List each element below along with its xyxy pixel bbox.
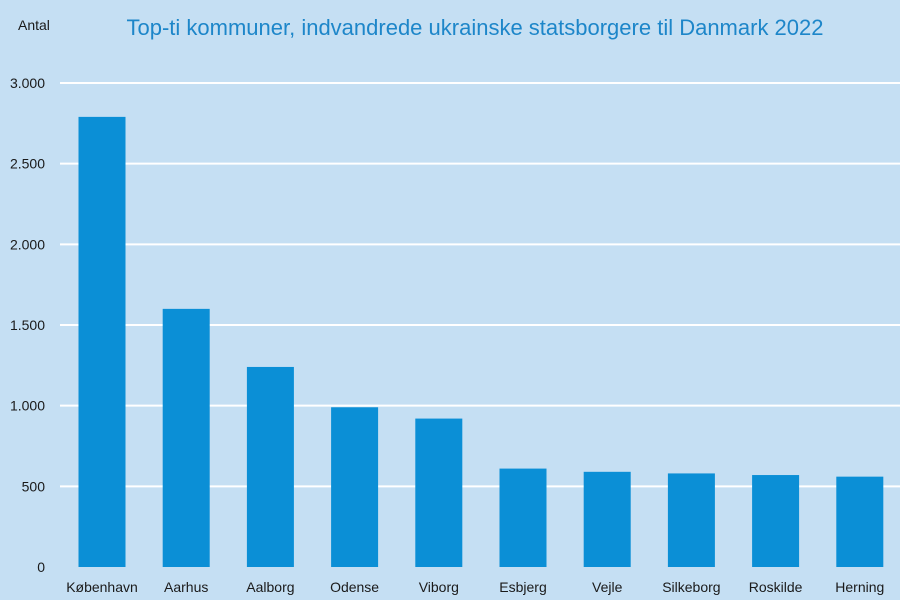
y-tick-label: 2.500: [10, 156, 45, 172]
x-tick-label: Odense: [330, 579, 379, 595]
y-tick-label: 500: [22, 478, 46, 494]
x-tick-label: Aarhus: [164, 579, 208, 595]
x-tick-label: Roskilde: [749, 579, 803, 595]
y-tick-label: 1.500: [10, 317, 45, 333]
x-tick-label: Aalborg: [246, 579, 294, 595]
chart-title: Top-ti kommuner, indvandrede ukrainske s…: [126, 15, 823, 40]
bar-odense: [331, 407, 379, 567]
x-axis-ticks: København Aarhus Aalborg Odense Viborg Esbjer…: [66, 579, 884, 595]
x-tick-label: Esbjerg: [499, 579, 546, 595]
bar-silkeborg: [667, 473, 715, 567]
y-tick-label: 0: [37, 559, 45, 575]
bar-aalborg: [246, 366, 294, 567]
y-axis-ticks: 0 500 1.000 1.500 2.000 2.500 3.000: [10, 75, 45, 575]
y-tick-label: 3.000: [10, 75, 45, 91]
x-tick-label: Herning: [835, 579, 884, 595]
bars: [78, 116, 884, 567]
y-tick-label: 1.000: [10, 398, 45, 414]
bar-københavn: [78, 116, 126, 567]
bar-esbjerg: [499, 468, 547, 567]
x-tick-label: Viborg: [419, 579, 459, 595]
bar-roskilde: [752, 475, 800, 567]
bar-viborg: [415, 418, 463, 567]
y-tick-label: 2.000: [10, 236, 45, 252]
bar-vejle: [583, 471, 631, 567]
y-axis-label: Antal: [18, 17, 50, 33]
bar-herning: [836, 476, 884, 567]
x-tick-label: Silkeborg: [662, 579, 720, 595]
x-tick-label: København: [66, 579, 138, 595]
bar-aarhus: [162, 308, 210, 567]
x-tick-label: Vejle: [592, 579, 623, 595]
